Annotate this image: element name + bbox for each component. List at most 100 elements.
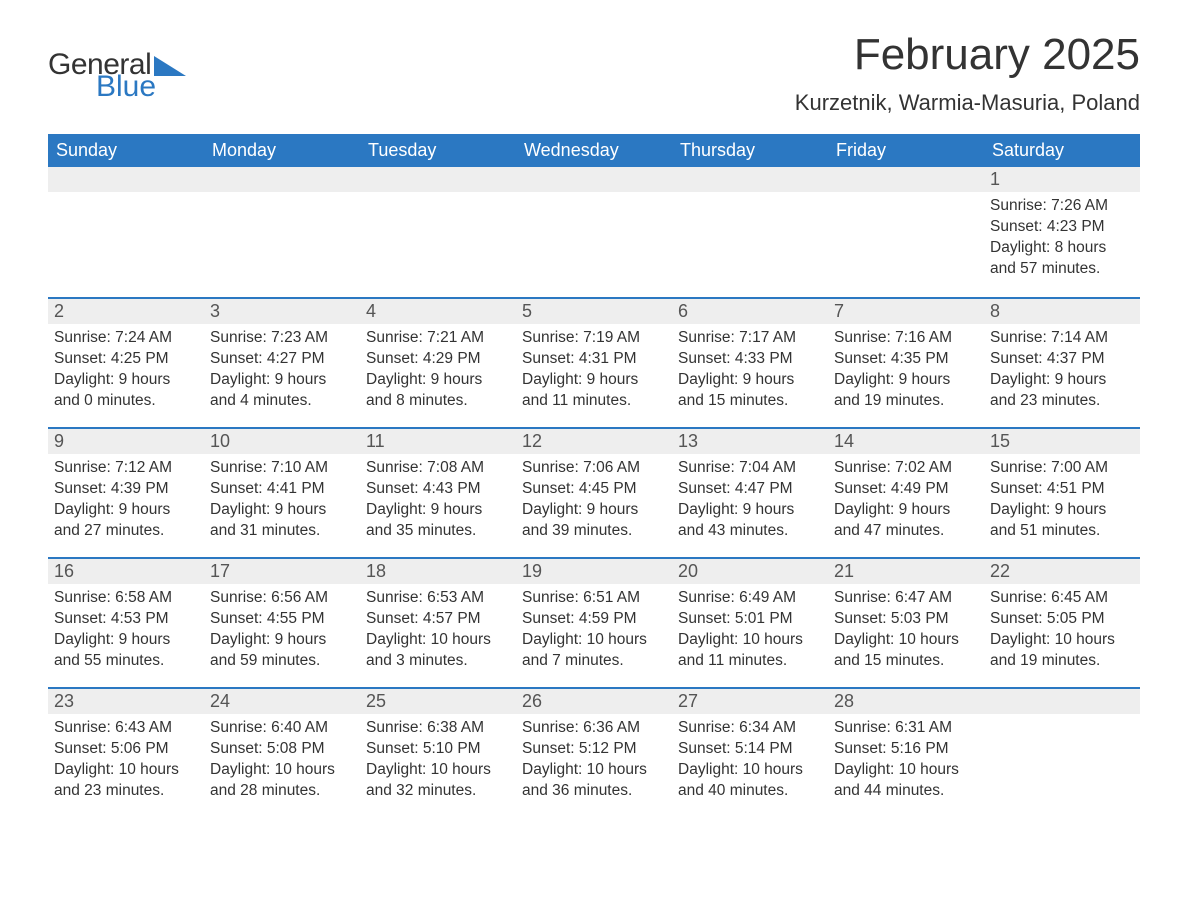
calendar-cell: 21Sunrise: 6:47 AMSunset: 5:03 PMDayligh… — [828, 557, 984, 687]
sunrise-text: Sunrise: 6:43 AM — [54, 718, 198, 739]
sunset-text: Sunset: 5:03 PM — [834, 609, 978, 630]
sunrise-text: Sunrise: 6:53 AM — [366, 588, 510, 609]
day-details — [828, 192, 984, 204]
sunset-text: Sunset: 4:43 PM — [366, 479, 510, 500]
day-number: 27 — [672, 687, 828, 714]
calendar-cell: 26Sunrise: 6:36 AMSunset: 5:12 PMDayligh… — [516, 687, 672, 817]
day-number: 2 — [48, 297, 204, 324]
day-details: Sunrise: 7:08 AMSunset: 4:43 PMDaylight:… — [360, 454, 516, 550]
header: General Blue February 2025 Kurzetnik, Wa… — [48, 30, 1140, 128]
calendar-cell: 14Sunrise: 7:02 AMSunset: 4:49 PMDayligh… — [828, 427, 984, 557]
calendar-table: Sunday Monday Tuesday Wednesday Thursday… — [48, 134, 1140, 817]
sunset-text: Sunset: 4:39 PM — [54, 479, 198, 500]
daylight-text: Daylight: 9 hours and 15 minutes. — [678, 370, 822, 412]
day-number — [828, 167, 984, 192]
sunset-text: Sunset: 4:25 PM — [54, 349, 198, 370]
day-details: Sunrise: 7:10 AMSunset: 4:41 PMDaylight:… — [204, 454, 360, 550]
weekday-header-row: Sunday Monday Tuesday Wednesday Thursday… — [48, 134, 1140, 167]
daylight-text: Daylight: 10 hours and 40 minutes. — [678, 760, 822, 802]
daylight-text: Daylight: 9 hours and 59 minutes. — [210, 630, 354, 672]
sunset-text: Sunset: 4:57 PM — [366, 609, 510, 630]
daylight-text: Daylight: 10 hours and 28 minutes. — [210, 760, 354, 802]
sunset-text: Sunset: 4:29 PM — [366, 349, 510, 370]
sunset-text: Sunset: 5:06 PM — [54, 739, 198, 760]
calendar-cell: 18Sunrise: 6:53 AMSunset: 4:57 PMDayligh… — [360, 557, 516, 687]
day-details: Sunrise: 7:02 AMSunset: 4:49 PMDaylight:… — [828, 454, 984, 550]
day-details: Sunrise: 7:19 AMSunset: 4:31 PMDaylight:… — [516, 324, 672, 420]
day-number: 24 — [204, 687, 360, 714]
daylight-text: Daylight: 10 hours and 44 minutes. — [834, 760, 978, 802]
sunset-text: Sunset: 5:16 PM — [834, 739, 978, 760]
weekday-tuesday: Tuesday — [360, 134, 516, 167]
sunset-text: Sunset: 5:01 PM — [678, 609, 822, 630]
day-number: 16 — [48, 557, 204, 584]
sunset-text: Sunset: 4:31 PM — [522, 349, 666, 370]
day-details: Sunrise: 7:04 AMSunset: 4:47 PMDaylight:… — [672, 454, 828, 550]
calendar-cell: 13Sunrise: 7:04 AMSunset: 4:47 PMDayligh… — [672, 427, 828, 557]
day-number: 8 — [984, 297, 1140, 324]
calendar-cell — [984, 687, 1140, 817]
sunset-text: Sunset: 5:05 PM — [990, 609, 1134, 630]
day-details — [672, 192, 828, 204]
calendar-cell: 11Sunrise: 7:08 AMSunset: 4:43 PMDayligh… — [360, 427, 516, 557]
calendar-cell: 2 Sunrise: 7:24 AMSunset: 4:25 PMDaylight… — [48, 297, 204, 427]
sunrise-text: Sunrise: 7:24 AM — [54, 328, 198, 349]
calendar-row: 16Sunrise: 6:58 AMSunset: 4:53 PMDayligh… — [48, 557, 1140, 687]
sunrise-text: Sunrise: 7:16 AM — [834, 328, 978, 349]
day-number: 20 — [672, 557, 828, 584]
day-number: 13 — [672, 427, 828, 454]
sunset-text: Sunset: 4:27 PM — [210, 349, 354, 370]
calendar-cell: 5Sunrise: 7:19 AMSunset: 4:31 PMDaylight… — [516, 297, 672, 427]
day-details: Sunrise: 6:53 AMSunset: 4:57 PMDaylight:… — [360, 584, 516, 680]
sunrise-text: Sunrise: 6:38 AM — [366, 718, 510, 739]
sunset-text: Sunset: 4:23 PM — [990, 217, 1134, 238]
sunset-text: Sunset: 5:14 PM — [678, 739, 822, 760]
day-details: Sunrise: 6:40 AMSunset: 5:08 PMDaylight:… — [204, 714, 360, 810]
sunrise-text: Sunrise: 7:10 AM — [210, 458, 354, 479]
sunrise-text: Sunrise: 6:40 AM — [210, 718, 354, 739]
day-details: Sunrise: 7:00 AMSunset: 4:51 PMDaylight:… — [984, 454, 1140, 550]
day-number: 3 — [204, 297, 360, 324]
sunset-text: Sunset: 4:55 PM — [210, 609, 354, 630]
sunrise-text: Sunrise: 7:23 AM — [210, 328, 354, 349]
day-number: 11 — [360, 427, 516, 454]
day-details: Sunrise: 7:06 AMSunset: 4:45 PMDaylight:… — [516, 454, 672, 550]
day-number — [360, 167, 516, 192]
day-number: 6 — [672, 297, 828, 324]
daylight-text: Daylight: 9 hours and 55 minutes. — [54, 630, 198, 672]
day-number: 9 — [48, 427, 204, 454]
daylight-text: Daylight: 9 hours and 35 minutes. — [366, 500, 510, 542]
sunset-text: Sunset: 5:10 PM — [366, 739, 510, 760]
calendar-cell — [828, 167, 984, 297]
sunrise-text: Sunrise: 7:06 AM — [522, 458, 666, 479]
sunset-text: Sunset: 5:12 PM — [522, 739, 666, 760]
sunrise-text: Sunrise: 7:14 AM — [990, 328, 1134, 349]
day-details: Sunrise: 6:58 AMSunset: 4:53 PMDaylight:… — [48, 584, 204, 680]
daylight-text: Daylight: 10 hours and 7 minutes. — [522, 630, 666, 672]
day-details: Sunrise: 6:47 AMSunset: 5:03 PMDaylight:… — [828, 584, 984, 680]
calendar-cell: 12Sunrise: 7:06 AMSunset: 4:45 PMDayligh… — [516, 427, 672, 557]
calendar-cell: 4Sunrise: 7:21 AMSunset: 4:29 PMDaylight… — [360, 297, 516, 427]
daylight-text: Daylight: 9 hours and 39 minutes. — [522, 500, 666, 542]
daylight-text: Daylight: 10 hours and 23 minutes. — [54, 760, 198, 802]
day-details: Sunrise: 7:26 AMSunset: 4:23 PMDaylight:… — [984, 192, 1140, 288]
daylight-text: Daylight: 9 hours and 0 minutes. — [54, 370, 198, 412]
calendar-cell — [516, 167, 672, 297]
day-details: Sunrise: 7:16 AMSunset: 4:35 PMDaylight:… — [828, 324, 984, 420]
calendar-cell: 8Sunrise: 7:14 AMSunset: 4:37 PMDaylight… — [984, 297, 1140, 427]
daylight-text: Daylight: 9 hours and 19 minutes. — [834, 370, 978, 412]
calendar-cell: 23Sunrise: 6:43 AMSunset: 5:06 PMDayligh… — [48, 687, 204, 817]
sunset-text: Sunset: 4:49 PM — [834, 479, 978, 500]
daylight-text: Daylight: 9 hours and 43 minutes. — [678, 500, 822, 542]
day-details — [516, 192, 672, 204]
daylight-text: Daylight: 9 hours and 23 minutes. — [990, 370, 1134, 412]
day-details: Sunrise: 6:49 AMSunset: 5:01 PMDaylight:… — [672, 584, 828, 680]
day-details: Sunrise: 6:31 AMSunset: 5:16 PMDaylight:… — [828, 714, 984, 810]
calendar-cell: 19Sunrise: 6:51 AMSunset: 4:59 PMDayligh… — [516, 557, 672, 687]
sunset-text: Sunset: 4:59 PM — [522, 609, 666, 630]
sunset-text: Sunset: 4:53 PM — [54, 609, 198, 630]
day-number — [516, 167, 672, 192]
day-details: Sunrise: 6:51 AMSunset: 4:59 PMDaylight:… — [516, 584, 672, 680]
calendar-cell: 27Sunrise: 6:34 AMSunset: 5:14 PMDayligh… — [672, 687, 828, 817]
day-details: Sunrise: 6:36 AMSunset: 5:12 PMDaylight:… — [516, 714, 672, 810]
